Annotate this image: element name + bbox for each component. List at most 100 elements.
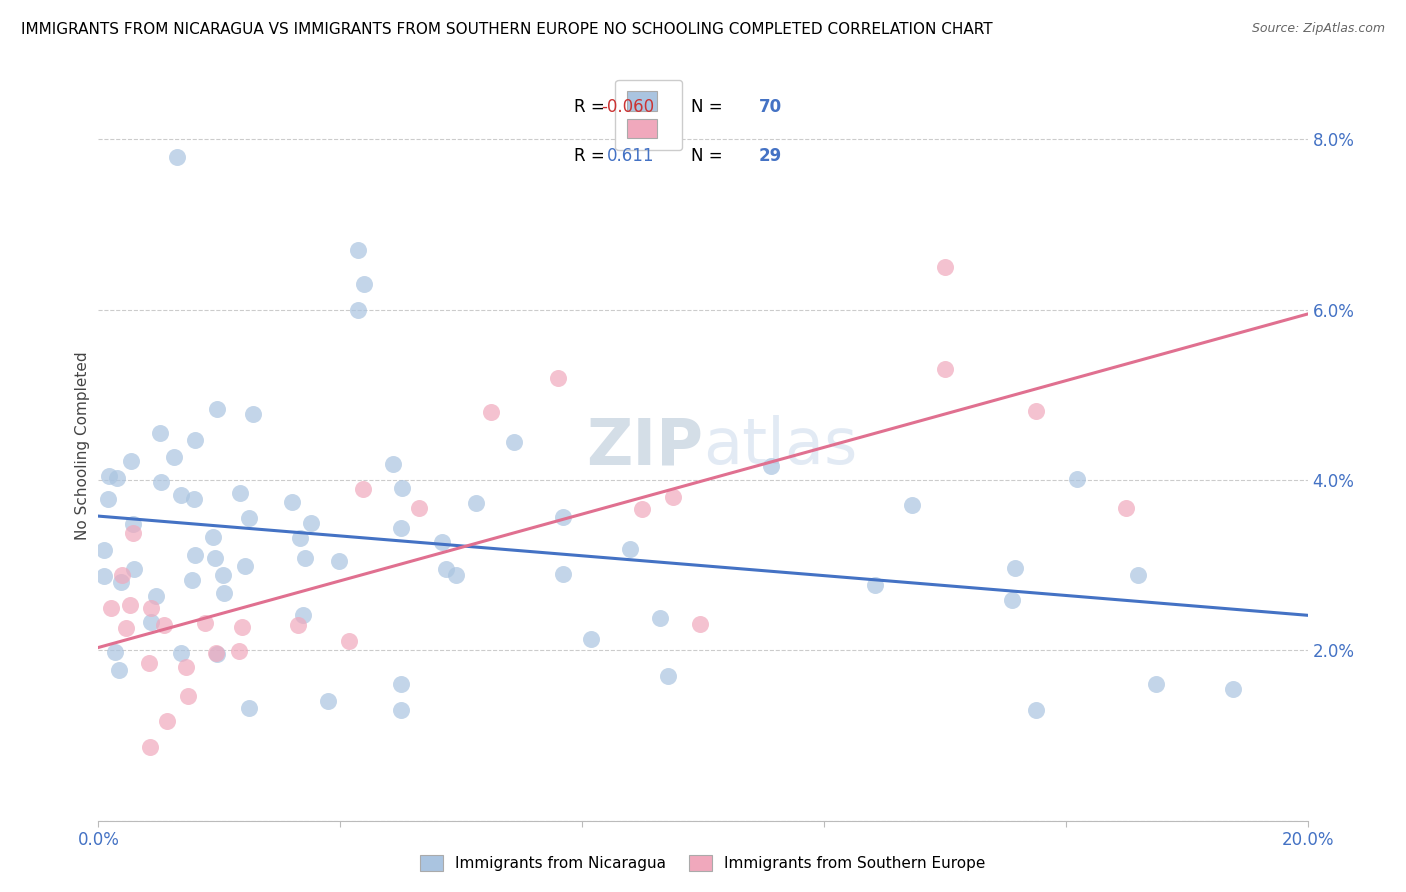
Point: [551, 510, 574, 524]
Point: [150, 475, 173, 489]
Point: [337, 634, 360, 648]
Point: [630, 502, 652, 516]
Point: [118, 598, 141, 612]
Point: [1144, 677, 1167, 691]
Point: [205, 646, 228, 660]
Point: [290, 531, 312, 545]
Point: [231, 619, 253, 633]
Point: [1024, 703, 1046, 717]
Point: [105, 471, 128, 485]
Point: [761, 459, 783, 474]
Point: [863, 578, 886, 592]
Point: [93, 543, 115, 558]
Point: [183, 434, 205, 448]
Point: [657, 669, 679, 683]
Point: [176, 660, 198, 674]
Point: [205, 648, 228, 662]
Point: [145, 589, 167, 603]
Point: [108, 663, 131, 677]
Point: [242, 407, 264, 421]
Point: [114, 621, 136, 635]
Point: [934, 362, 956, 376]
Point: [166, 149, 188, 163]
Point: [465, 496, 488, 510]
Point: [228, 644, 250, 658]
Point: [389, 703, 412, 717]
Point: [503, 434, 526, 449]
Point: [149, 425, 172, 440]
Point: [205, 402, 228, 417]
Text: R =: R =: [574, 147, 605, 165]
Point: [1222, 682, 1244, 697]
Point: [648, 611, 671, 625]
Point: [901, 499, 924, 513]
Text: N =: N =: [690, 147, 723, 165]
Point: [389, 677, 412, 691]
Point: [110, 574, 132, 589]
Point: [328, 554, 350, 568]
Text: -0.060: -0.060: [602, 98, 655, 116]
Point: [1024, 404, 1046, 418]
Point: [233, 559, 256, 574]
Text: 29: 29: [758, 147, 782, 165]
Text: IMMIGRANTS FROM NICARAGUA VS IMMIGRANTS FROM SOUTHERN EUROPE NO SCHOOLING COMPLE: IMMIGRANTS FROM NICARAGUA VS IMMIGRANTS …: [21, 22, 993, 37]
Point: [316, 694, 339, 708]
Point: [287, 617, 309, 632]
Point: [194, 616, 217, 631]
Point: [183, 491, 205, 506]
Point: [238, 701, 260, 715]
Point: [156, 714, 179, 728]
Point: [104, 645, 127, 659]
Text: 70: 70: [758, 98, 782, 116]
Y-axis label: No Schooling Completed: No Schooling Completed: [75, 351, 90, 541]
Point: [184, 548, 207, 562]
Point: [97, 469, 120, 483]
Point: [139, 740, 162, 755]
Point: [352, 483, 374, 497]
Point: [1115, 500, 1137, 515]
Point: [434, 562, 457, 576]
Point: [170, 647, 193, 661]
Point: [430, 535, 453, 549]
Point: [619, 541, 641, 556]
Point: [204, 550, 226, 565]
Point: [138, 657, 160, 671]
Point: [579, 632, 602, 646]
Point: [347, 302, 370, 317]
Point: [294, 551, 316, 566]
Point: [444, 568, 467, 582]
Text: R =: R =: [574, 98, 605, 116]
Point: [1001, 593, 1024, 607]
Point: [689, 617, 711, 632]
Text: Source: ZipAtlas.com: Source: ZipAtlas.com: [1251, 22, 1385, 36]
Point: [121, 526, 143, 541]
Point: [229, 485, 252, 500]
Point: [212, 585, 235, 599]
Point: [212, 568, 235, 582]
Point: [177, 689, 200, 703]
Point: [122, 562, 145, 576]
Text: N =: N =: [690, 98, 723, 116]
Point: [281, 494, 304, 508]
Point: [408, 501, 430, 516]
Text: 0.611: 0.611: [607, 147, 655, 165]
Point: [291, 608, 314, 623]
Point: [353, 277, 375, 292]
Text: atlas: atlas: [703, 415, 858, 477]
Text: ZIP: ZIP: [586, 415, 703, 477]
Point: [1066, 472, 1088, 486]
Point: [391, 481, 413, 495]
Point: [551, 567, 574, 582]
Point: [481, 405, 503, 419]
Point: [100, 600, 122, 615]
Legend: , : ,: [616, 79, 682, 150]
Point: [299, 516, 322, 530]
Point: [661, 490, 683, 504]
Point: [152, 618, 174, 632]
Point: [547, 371, 569, 385]
Point: [139, 600, 162, 615]
Point: [382, 457, 405, 471]
Point: [389, 521, 412, 535]
Legend: Immigrants from Nicaragua, Immigrants from Southern Europe: Immigrants from Nicaragua, Immigrants fr…: [416, 850, 990, 875]
Point: [347, 243, 370, 257]
